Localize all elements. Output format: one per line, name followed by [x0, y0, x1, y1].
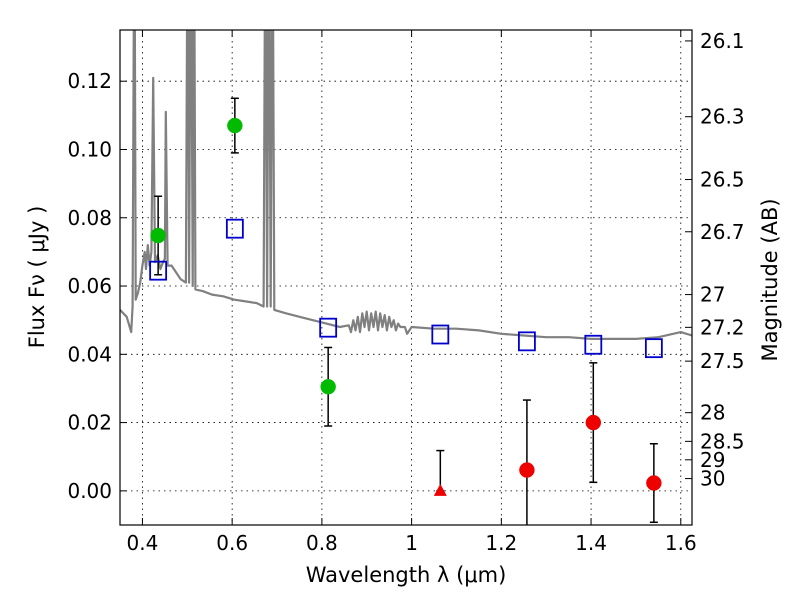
right-tick-label: 26.1	[700, 29, 745, 53]
y-tick-label: 0.06	[67, 274, 112, 298]
template-square-marker	[644, 338, 663, 359]
x-tick-label: 1.6	[665, 531, 697, 555]
template-square-marker	[149, 260, 168, 281]
detections-nir-point	[646, 475, 662, 491]
y-tick-label: 0.08	[67, 206, 112, 230]
template-square-marker	[431, 324, 450, 345]
right-tick-label: 27	[700, 283, 725, 307]
detections-optical-point	[150, 227, 166, 244]
right-tick-label: 29	[700, 448, 725, 472]
right-tick-label: 26.5	[700, 168, 745, 192]
right-tick-label: 27.5	[700, 349, 745, 373]
y-tick-label: 0.10	[67, 137, 112, 161]
x-axis-label: Wavelength λ (μm)	[306, 563, 507, 587]
right-tick-label: 30	[700, 467, 725, 491]
template-square-marker	[518, 331, 536, 352]
x-tick-label: 0.4	[127, 531, 159, 555]
y-tick-label: 0.12	[67, 69, 112, 93]
axis-ticks	[120, 30, 692, 525]
detections-optical-point	[227, 117, 243, 134]
tick-labels: 0.4 0.6 0.8 1 1.2 1.4 1.6 0.00 0.02 0.04 0.06 0.08 0…	[67, 29, 744, 555]
plot-frame	[119, 29, 693, 526]
x-tick-label: 0.6	[216, 531, 248, 555]
x-tick-label: 0.8	[306, 531, 338, 555]
data-markers	[149, 117, 663, 496]
y-tick-label: 0.04	[67, 342, 112, 366]
right-tick-label: 26.3	[700, 105, 745, 129]
upper-limit-triangle	[433, 483, 447, 496]
y-axis-label: Flux Fν ( μJy )	[25, 206, 49, 349]
y-tick-label: 0.00	[67, 479, 112, 503]
right-tick-label: 26.7	[700, 220, 745, 244]
detections-nir-point	[585, 414, 602, 431]
right-tick-label: 28	[700, 401, 725, 425]
template-square-marker	[584, 334, 603, 355]
error-bars	[154, 97, 658, 525]
x-tick-label: 1.2	[485, 531, 517, 555]
x-tick-label: 1.4	[575, 531, 607, 555]
sed-model-curve	[120, 30, 692, 340]
template-square-marker	[225, 218, 244, 239]
y-axis-right-label: Magnitude (AB)	[758, 198, 782, 361]
sed-model-layer	[120, 30, 692, 340]
right-tick-label: 27.2	[700, 315, 745, 339]
detections-optical-point	[320, 378, 336, 395]
plot-area	[120, 30, 692, 340]
grid	[120, 30, 692, 525]
template-square-marker	[319, 317, 338, 338]
detections-nir-point	[519, 462, 535, 478]
x-tick-label: 1	[405, 531, 418, 555]
right-tick-label: 28.5	[700, 429, 745, 453]
y-tick-label: 0.02	[67, 411, 112, 435]
